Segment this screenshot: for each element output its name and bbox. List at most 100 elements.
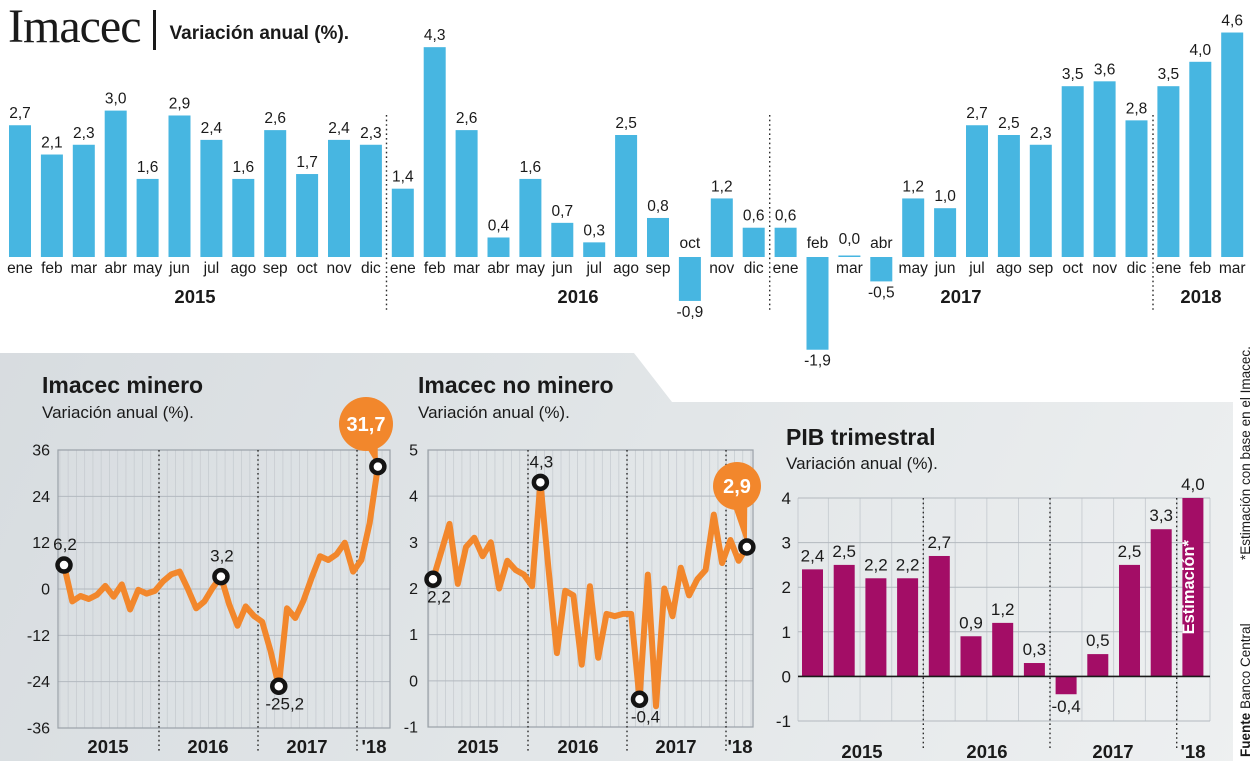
page-header: Imacec Variación anual (%). — [8, 1, 350, 52]
svg-text:3,2: 3,2 — [210, 547, 234, 566]
svg-text:1,2: 1,2 — [902, 178, 924, 195]
svg-text:'18: '18 — [728, 736, 753, 757]
svg-text:1,2: 1,2 — [711, 178, 733, 195]
svg-text:2018: 2018 — [1180, 286, 1221, 307]
svg-text:nov: nov — [1092, 260, 1117, 277]
svg-text:dic: dic — [1127, 260, 1147, 277]
svg-text:2,3: 2,3 — [73, 125, 95, 142]
svg-text:nov: nov — [327, 260, 352, 277]
svg-text:jun: jun — [934, 260, 956, 277]
svg-text:2016: 2016 — [966, 741, 1007, 761]
svg-text:2,6: 2,6 — [264, 110, 286, 127]
svg-text:0: 0 — [409, 673, 418, 690]
svg-text:3: 3 — [782, 534, 791, 553]
svg-text:2,7: 2,7 — [966, 105, 988, 122]
svg-text:2,3: 2,3 — [360, 125, 382, 142]
svg-text:0,6: 0,6 — [775, 208, 797, 225]
svg-text:oct: oct — [1062, 260, 1083, 277]
svg-text:2,9: 2,9 — [723, 476, 751, 498]
svg-text:1: 1 — [782, 623, 791, 642]
svg-text:4,3: 4,3 — [530, 452, 554, 471]
svg-text:6,2: 6,2 — [53, 535, 77, 554]
svg-text:abr: abr — [870, 235, 892, 252]
imacec-minero-subtitle: Variación anual (%). — [42, 403, 194, 422]
svg-text:1,4: 1,4 — [392, 169, 414, 186]
svg-text:oct: oct — [297, 260, 318, 277]
svg-text:2: 2 — [409, 581, 418, 598]
svg-text:1: 1 — [409, 627, 418, 644]
imacec-no-minero-subtitle: Variación anual (%). — [418, 403, 570, 422]
svg-text:2,7: 2,7 — [927, 533, 951, 552]
imacec-monthly-bar-chart: 2,7 ene 2,1 feb 2,3 mar 3,0 abr 1,6 may 2,9 jun 2,4 j… — [7, 13, 1246, 370]
svg-text:ene: ene — [7, 260, 33, 277]
svg-text:mar: mar — [70, 260, 97, 277]
svg-text:4: 4 — [409, 489, 418, 506]
svg-text:1,6: 1,6 — [520, 159, 542, 176]
svg-text:-1: -1 — [776, 712, 791, 731]
title-divider — [152, 10, 156, 51]
svg-text:3,5: 3,5 — [1158, 66, 1180, 83]
svg-text:3,6: 3,6 — [1094, 61, 1116, 78]
svg-text:'18: '18 — [1181, 741, 1206, 761]
svg-text:jun: jun — [168, 260, 190, 277]
svg-text:2017: 2017 — [1092, 741, 1133, 761]
svg-text:2016: 2016 — [557, 286, 598, 307]
svg-text:jul: jul — [968, 260, 985, 277]
page-subtitle: Variación anual (%). — [169, 23, 350, 45]
svg-text:may: may — [516, 260, 546, 277]
imacec-no-minero-title: Imacec no minero — [418, 372, 614, 398]
svg-text:mar: mar — [836, 260, 863, 277]
svg-text:2,4: 2,4 — [801, 546, 825, 565]
svg-text:1,0: 1,0 — [934, 188, 956, 205]
svg-text:4,6: 4,6 — [1221, 13, 1243, 30]
svg-text:may: may — [899, 260, 929, 277]
svg-text:4: 4 — [782, 489, 791, 508]
svg-text:-1: -1 — [404, 720, 418, 737]
pib-trimestral-subtitle: Variación anual (%). — [786, 454, 938, 473]
svg-text:jul: jul — [585, 260, 602, 277]
svg-text:0,4: 0,4 — [488, 217, 510, 234]
svg-text:2,5: 2,5 — [998, 115, 1020, 132]
svg-text:ene: ene — [1155, 260, 1181, 277]
svg-text:2,5: 2,5 — [1118, 542, 1142, 561]
svg-text:4,3: 4,3 — [424, 27, 446, 44]
svg-text:0,8: 0,8 — [647, 198, 669, 215]
svg-text:2,5: 2,5 — [832, 542, 856, 561]
svg-text:jul: jul — [203, 260, 220, 277]
svg-text:2017: 2017 — [940, 286, 981, 307]
svg-text:mar: mar — [1219, 260, 1246, 277]
svg-text:3,3: 3,3 — [1149, 506, 1173, 525]
svg-text:-25,2: -25,2 — [265, 694, 304, 713]
imacec-minero-title: Imacec minero — [42, 372, 204, 398]
svg-text:2,7: 2,7 — [9, 105, 31, 122]
svg-text:jun: jun — [551, 260, 573, 277]
svg-text:0,5: 0,5 — [1086, 631, 1110, 650]
svg-text:-0,9: -0,9 — [677, 304, 704, 321]
svg-text:3: 3 — [409, 535, 418, 552]
svg-text:24: 24 — [32, 489, 50, 506]
svg-text:2,5: 2,5 — [615, 115, 637, 132]
svg-text:2016: 2016 — [187, 736, 228, 757]
svg-text:-36: -36 — [27, 721, 50, 738]
svg-text:2,9: 2,9 — [169, 95, 191, 112]
svg-text:ago: ago — [230, 260, 256, 277]
svg-text:may: may — [133, 260, 163, 277]
svg-text:2017: 2017 — [286, 736, 327, 757]
svg-text:ago: ago — [613, 260, 639, 277]
imacec-minero-line-chart: 36 24 12 0 -12 -24 -36 2015 2016 2017 '18 6,2 3,2 -25… — [27, 397, 393, 757]
svg-text:abr: abr — [104, 260, 126, 277]
svg-text:Estimación*: Estimación* — [1180, 539, 1198, 634]
pib-trimestral-bar-chart: 4 3 2 1 0 -1 2,4 2,5 2,2 2,2 2,7 0,9 1,2 0,3 -0,4 0,5 2,… — [776, 475, 1211, 761]
pib-trimestral-title: PIB trimestral — [786, 424, 936, 450]
svg-text:2015: 2015 — [841, 741, 882, 761]
svg-text:2,2: 2,2 — [896, 555, 920, 574]
svg-text:2,2: 2,2 — [864, 555, 888, 574]
svg-text:2,8: 2,8 — [1126, 100, 1148, 117]
svg-text:2015: 2015 — [457, 736, 498, 757]
source-label: Fuente — [1238, 712, 1253, 757]
svg-text:nov: nov — [709, 260, 734, 277]
svg-text:2: 2 — [782, 578, 791, 597]
svg-text:2,6: 2,6 — [456, 110, 478, 127]
svg-text:'18: '18 — [362, 736, 387, 757]
